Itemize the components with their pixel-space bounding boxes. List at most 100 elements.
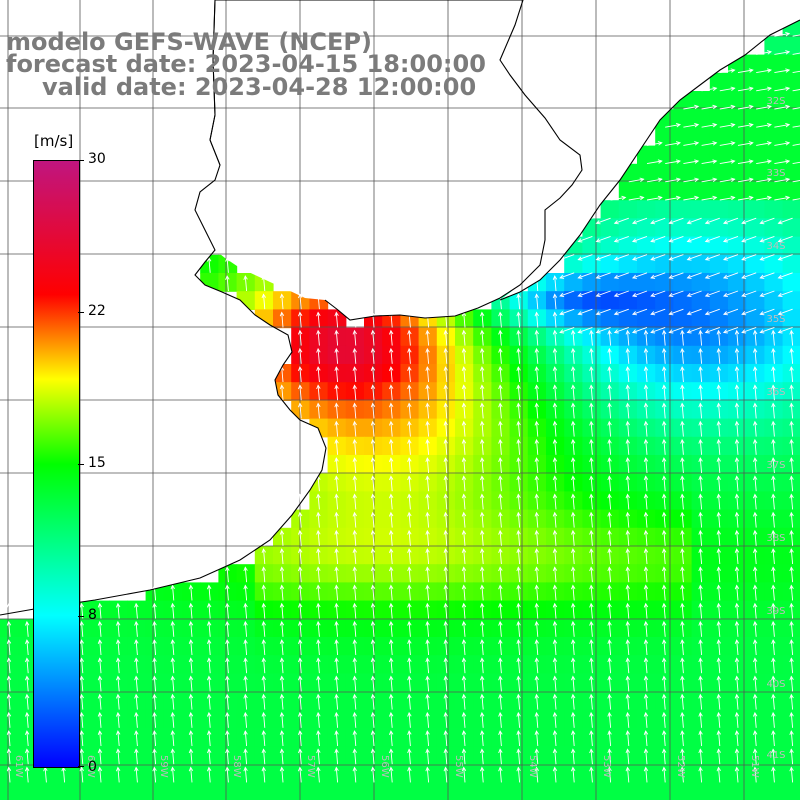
wind-arrow: [297, 329, 303, 346]
wind-arrow: [570, 584, 576, 601]
wind-arrow: [97, 693, 103, 710]
wind-arrow: [297, 766, 303, 783]
wind-arrow: [661, 329, 667, 346]
wind-arrow: [552, 766, 558, 783]
wind-arrow: [752, 511, 758, 528]
wind-arrow: [552, 748, 558, 765]
wind-arrow: [570, 475, 576, 492]
speed-cell: [691, 145, 711, 165]
wind-arrow: [589, 457, 594, 474]
wind-arrow: [534, 275, 539, 292]
wind-arrow: [225, 766, 230, 783]
wind-arrow: [774, 86, 791, 92]
speed-cell: [746, 145, 765, 165]
speed-cell: [127, 782, 147, 800]
wind-arrow: [370, 329, 376, 346]
wind-arrow: [407, 420, 412, 437]
wind-arrow: [752, 347, 758, 364]
wind-arrow: [716, 693, 721, 710]
wind-arrow: [552, 493, 558, 510]
wind-arrow: [516, 366, 521, 383]
wind-arrow: [388, 548, 394, 565]
wind-arrow: [595, 217, 611, 225]
wind-arrow: [425, 366, 430, 383]
wind-arrow: [774, 31, 791, 37]
wind-arrow: [152, 639, 157, 656]
wind-arrow: [668, 308, 684, 316]
wind-arrow: [777, 290, 793, 298]
wind-arrow: [643, 438, 649, 455]
wind-arrow: [334, 420, 339, 437]
wind-arrow: [534, 584, 539, 601]
wind-arrow: [661, 657, 667, 674]
wind-arrow: [661, 529, 667, 546]
wind-arrow: [152, 748, 157, 765]
wind-arrow: [279, 566, 285, 583]
wind-arrow: [425, 475, 430, 492]
wind-arrow: [297, 511, 303, 528]
speed-cell: [91, 782, 110, 800]
wind-arrow: [734, 438, 740, 455]
speed-cell: [782, 582, 800, 602]
wind-arrow: [425, 675, 430, 692]
wind-arrow: [680, 420, 685, 437]
wind-arrow: [225, 730, 230, 747]
land-area: [0, 0, 326, 615]
wind-arrow: [589, 693, 594, 710]
wind-arrow: [595, 254, 611, 261]
speed-cell: [764, 200, 784, 219]
wind-arrow: [589, 566, 594, 583]
speed-cell: [782, 273, 800, 292]
speed-cell: [782, 691, 800, 711]
wind-arrow: [443, 511, 448, 528]
wind-arrow: [686, 254, 702, 261]
colorbar-tick-0: 0: [88, 759, 97, 775]
wind-arrow: [261, 639, 266, 656]
wind-arrow: [643, 402, 649, 419]
wind-arrow: [661, 693, 667, 710]
wind-arrow: [701, 159, 718, 165]
speed-cell: [273, 782, 292, 800]
wind-arrow: [334, 584, 339, 601]
latitude-label: 40S: [766, 679, 785, 690]
wind-arrow: [719, 68, 736, 74]
wind-arrow: [683, 159, 700, 165]
wind-arrow: [407, 620, 412, 637]
wind-arrow: [352, 384, 357, 401]
speed-cell: [691, 109, 711, 128]
wind-arrow: [680, 766, 685, 783]
wind-arrow: [534, 366, 539, 383]
wind-arrow: [734, 457, 740, 474]
speed-cell: [182, 782, 201, 800]
wind-arrow: [516, 584, 521, 601]
wind-arrow: [716, 529, 721, 546]
wind-arrow: [589, 602, 594, 619]
wind-arrow: [643, 620, 649, 637]
wind-arrow: [716, 675, 721, 692]
speed-cell: [691, 182, 711, 201]
wind-arrow: [316, 511, 321, 528]
colorbar: [33, 160, 80, 768]
title-model: modelo GEFS-WAVE (NCEP): [6, 28, 372, 56]
wind-arrow: [334, 347, 339, 364]
wind-arrow: [534, 493, 539, 510]
wind-arrow: [734, 384, 740, 401]
wind-arrow: [680, 511, 685, 528]
wind-arrow: [407, 602, 412, 619]
wind-arrow: [97, 675, 103, 692]
wind-arrow: [461, 584, 467, 601]
wind-arrow: [261, 548, 266, 565]
wind-arrow: [650, 326, 666, 334]
wind-arrow: [631, 290, 648, 298]
wind-arrow: [716, 457, 721, 474]
wind-arrow: [534, 347, 539, 364]
wind-arrow: [461, 529, 467, 546]
wind-arrow: [625, 366, 630, 383]
wind-arrow: [79, 620, 84, 637]
wind-arrow: [552, 402, 558, 419]
wind-arrow: [734, 766, 740, 783]
wind-arrow: [704, 272, 720, 279]
wind-arrow: [352, 420, 357, 437]
wind-arrow: [134, 730, 139, 747]
wind-arrow: [771, 639, 776, 656]
